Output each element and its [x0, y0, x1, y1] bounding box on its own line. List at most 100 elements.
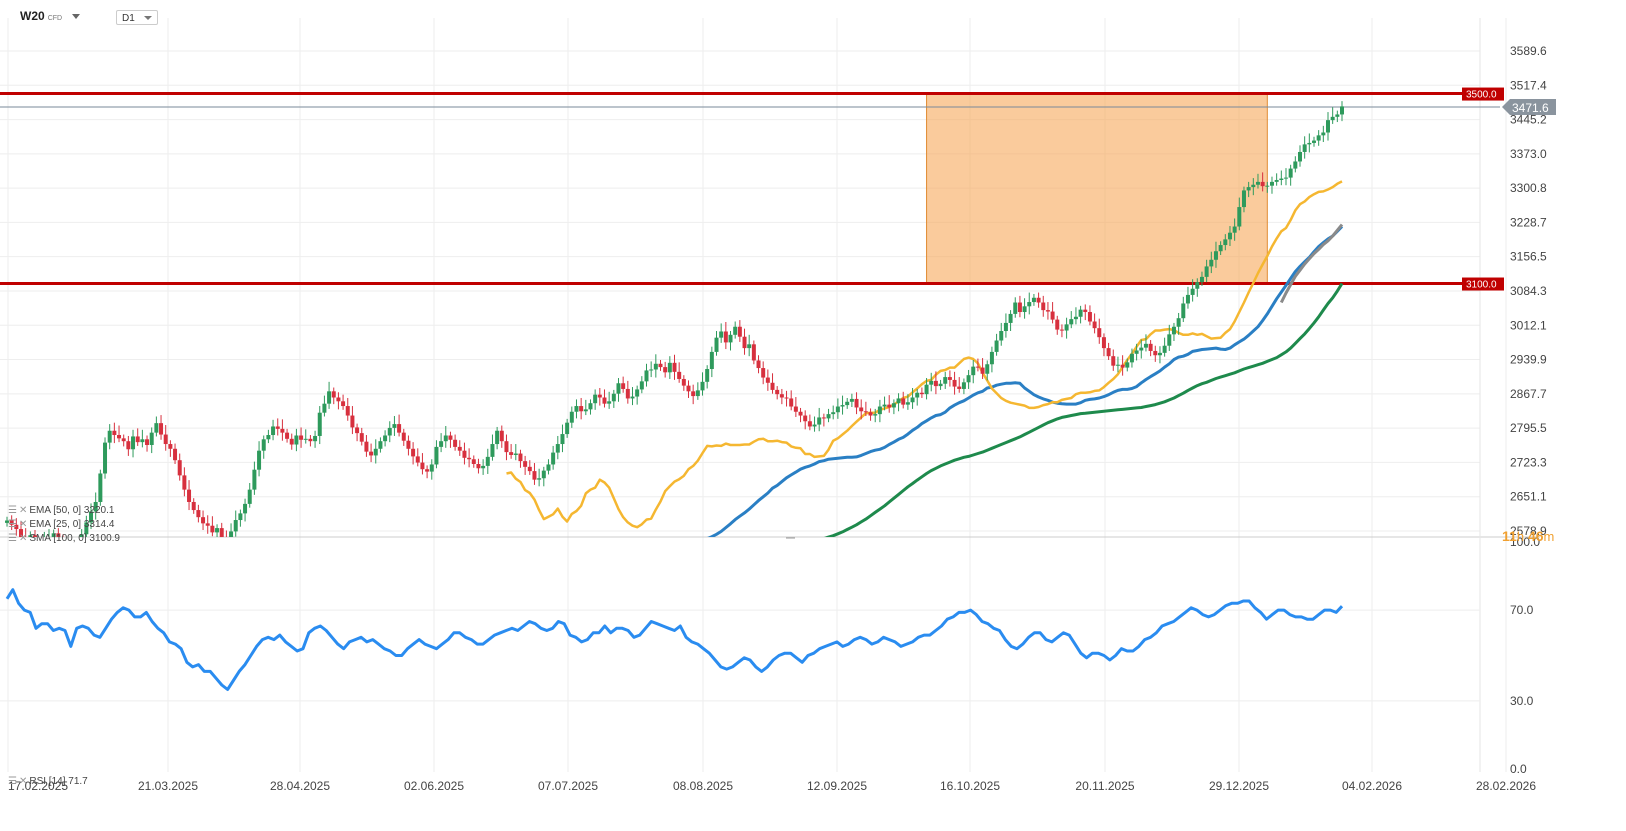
candle-body [574, 406, 579, 412]
candle-body [1073, 316, 1078, 320]
candle-body [840, 405, 845, 407]
candle-body [849, 398, 854, 402]
timeframe-select[interactable]: D1 [116, 10, 158, 25]
candle-body [560, 434, 565, 445]
countdown-m-unit: m [1543, 529, 1555, 544]
candle-body [51, 533, 56, 537]
candle-body [756, 360, 761, 369]
candle-body [443, 435, 448, 442]
close-icon[interactable]: ✕ [18, 519, 28, 530]
candle-body [1092, 321, 1097, 329]
candle-body [75, 546, 79, 558]
candle-body [313, 435, 318, 442]
candle-body [1022, 306, 1027, 313]
candle-body [322, 403, 327, 413]
candle-body [919, 392, 924, 395]
candle-body [233, 520, 238, 532]
settings-icon[interactable]: ☰ [8, 519, 17, 530]
candle-body [611, 393, 616, 402]
candle-body [551, 452, 556, 465]
candle-body [831, 412, 836, 415]
candle-body [737, 326, 742, 337]
candle-body [112, 430, 117, 436]
candle-body [504, 441, 509, 453]
symbol-selector[interactable]: W20 CFD [20, 9, 62, 23]
candle-body [303, 438, 308, 440]
candle-body [196, 510, 201, 518]
candle-body [1083, 309, 1088, 313]
candle-body [1167, 334, 1172, 346]
close-icon[interactable]: ✕ [18, 776, 28, 787]
candle-body [5, 520, 9, 523]
candle-body [1139, 347, 1144, 351]
candle-body [933, 380, 938, 387]
candle-body [467, 457, 472, 460]
legend-rsi-value: 71.7 [68, 776, 88, 787]
candle-body [369, 451, 374, 456]
candle-body [915, 392, 920, 398]
x-tick-label: 08.08.2025 [673, 779, 733, 793]
y-tick-label: 2939.9 [1510, 353, 1547, 367]
candle-body [1321, 132, 1326, 136]
candle-body [89, 511, 94, 523]
candle-body [1134, 350, 1139, 354]
candle-body [1293, 161, 1298, 169]
level-tag [1462, 277, 1504, 291]
candle-body [649, 369, 654, 371]
x-tick-label: 02.06.2025 [404, 779, 464, 793]
candle-body [280, 428, 285, 433]
candle-body [891, 403, 896, 408]
legend-ema50[interactable]: ☰ ✕ EMA [50, 0] 3220.1 [8, 505, 114, 516]
candle-body [182, 475, 187, 490]
candle-body [1199, 276, 1204, 283]
y-tick-label: 2867.7 [1510, 387, 1547, 401]
candle-body [140, 439, 145, 443]
candle-body [887, 404, 892, 408]
settings-icon[interactable]: ☰ [8, 505, 17, 516]
candle-body [705, 369, 710, 382]
candle-body [341, 401, 346, 407]
candle-body [154, 423, 159, 433]
candle-body [765, 377, 770, 383]
candle-body [238, 513, 243, 521]
settings-icon[interactable]: ☰ [8, 533, 17, 544]
candle-body [1045, 310, 1050, 312]
candle-body [415, 456, 420, 463]
candle-body [541, 470, 546, 479]
candle-body [1335, 114, 1340, 117]
candle-body [336, 397, 341, 402]
candle-body [1204, 266, 1209, 277]
candle-body [630, 396, 635, 399]
x-tick-label: 07.07.2025 [538, 779, 598, 793]
candle-body [1027, 302, 1032, 307]
sma100-line [823, 282, 1344, 537]
candle-body [616, 383, 621, 394]
candle-body [131, 436, 136, 450]
candle-body [93, 501, 98, 512]
candle-body [439, 441, 444, 447]
close-icon[interactable]: ✕ [18, 505, 28, 516]
rsi-tick-label: 70.0 [1510, 603, 1534, 617]
legend-sma100[interactable]: ☰ ✕ SMA [100, 0] 3100.9 [8, 533, 120, 544]
candle-body [709, 351, 714, 370]
legend-rsi[interactable]: ☰ ✕ RSI [14] 71.7 [8, 776, 88, 787]
candle-body [938, 383, 943, 387]
candle-body [779, 394, 784, 398]
candle-body [429, 464, 434, 472]
level-tag [1462, 87, 1504, 101]
legend-ema25-value: 3314.4 [83, 519, 115, 530]
symbol-dropdown-caret-icon[interactable] [72, 14, 80, 19]
candle-body [1143, 343, 1148, 348]
candle-body [971, 366, 976, 376]
y-tick-label: 3517.4 [1510, 78, 1547, 92]
close-icon[interactable]: ✕ [18, 533, 28, 544]
candle-body [854, 398, 859, 408]
legend-ema25[interactable]: ☰ ✕ EMA [25, 0] 3314.4 [8, 519, 114, 530]
settings-icon[interactable]: ☰ [8, 776, 17, 787]
candle-body [163, 434, 168, 445]
candle-body [387, 427, 392, 436]
countdown-minutes: 46 [1527, 528, 1544, 544]
candle-body [1209, 259, 1214, 267]
candle-body [686, 385, 691, 392]
